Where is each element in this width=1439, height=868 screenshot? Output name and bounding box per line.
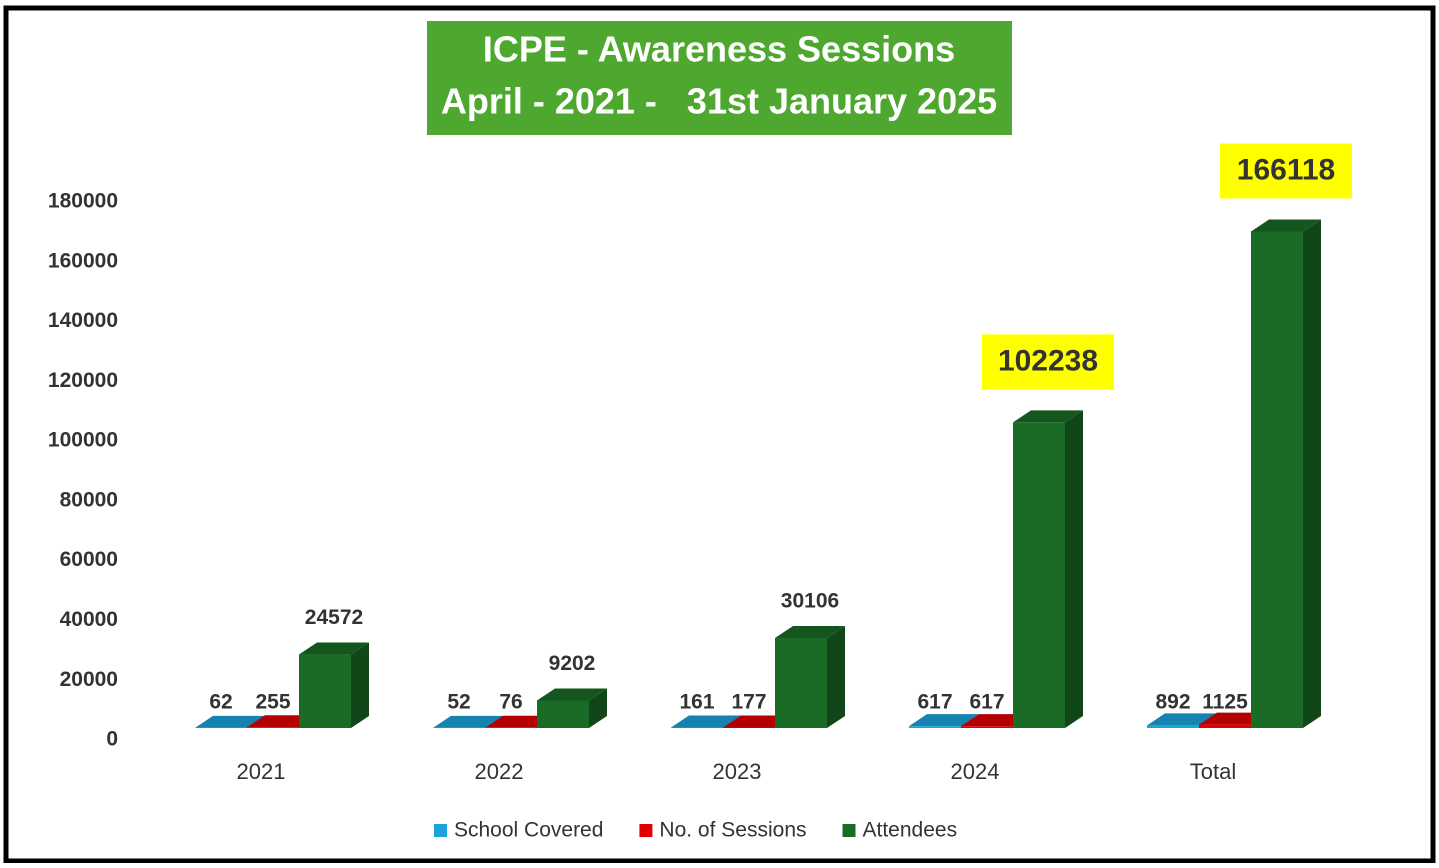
legend-label: No. of Sessions xyxy=(659,819,806,842)
data-label: 9202 xyxy=(549,652,596,675)
y-tick-label: 60000 xyxy=(60,548,118,571)
bar xyxy=(299,643,369,728)
chart-title: April - 2021 - 31st January 2025 xyxy=(441,81,997,122)
bar-face xyxy=(775,638,827,728)
y-tick-label: 100000 xyxy=(48,429,118,452)
data-label: 161 xyxy=(679,691,714,714)
bar-face xyxy=(1013,422,1065,728)
data-label: 1125 xyxy=(1202,691,1248,714)
bar-face xyxy=(1199,725,1251,728)
y-tick-label: 160000 xyxy=(48,249,118,272)
data-label: 30106 xyxy=(781,590,839,613)
legend-label: Attendees xyxy=(863,819,958,842)
legend-label: School Covered xyxy=(454,819,603,842)
data-label: 617 xyxy=(969,691,1004,714)
data-label: 76 xyxy=(499,691,522,714)
data-label: 24572 xyxy=(305,606,363,629)
data-label: 52 xyxy=(447,691,470,714)
y-tick-label: 80000 xyxy=(60,488,118,511)
y-tick-label: 20000 xyxy=(60,668,118,691)
data-label: 177 xyxy=(731,691,766,714)
y-tick-label: 180000 xyxy=(48,190,118,213)
bar xyxy=(537,688,607,728)
data-label: 62 xyxy=(209,691,232,714)
legend-swatch xyxy=(843,824,856,837)
y-tick-label: 140000 xyxy=(48,309,118,332)
bar-face xyxy=(961,726,1013,728)
bar-face xyxy=(1147,725,1199,728)
data-label: 892 xyxy=(1155,691,1190,714)
frame xyxy=(6,8,1433,861)
legend-swatch xyxy=(639,824,652,837)
x-tick-label: Total xyxy=(1190,759,1236,784)
bar-face xyxy=(247,727,299,728)
bar-face xyxy=(827,626,845,728)
bar-face xyxy=(723,727,775,728)
bar-face xyxy=(909,726,961,728)
y-tick-label: 40000 xyxy=(60,608,118,631)
bar xyxy=(1013,410,1083,728)
legend-swatch xyxy=(434,824,447,837)
x-tick-label: 2022 xyxy=(475,759,524,784)
bar-face xyxy=(537,700,589,728)
bar xyxy=(1251,219,1321,728)
data-label: 617 xyxy=(917,691,952,714)
y-tick-label: 120000 xyxy=(48,369,118,392)
bar-face xyxy=(1303,219,1321,728)
bar-face xyxy=(299,655,351,728)
chart-title: ICPE - Awareness Sessions xyxy=(483,29,955,70)
data-label: 102238 xyxy=(998,344,1098,377)
bar-face xyxy=(1065,410,1083,728)
data-label: 166118 xyxy=(1237,153,1335,186)
x-tick-label: 2021 xyxy=(237,759,286,784)
x-tick-label: 2024 xyxy=(951,759,1000,784)
bar-face xyxy=(351,643,369,728)
bar-face xyxy=(1251,231,1303,728)
x-tick-label: 2023 xyxy=(713,759,762,784)
data-label: 255 xyxy=(255,691,290,714)
y-tick-label: 0 xyxy=(106,728,118,751)
bar xyxy=(775,626,845,728)
